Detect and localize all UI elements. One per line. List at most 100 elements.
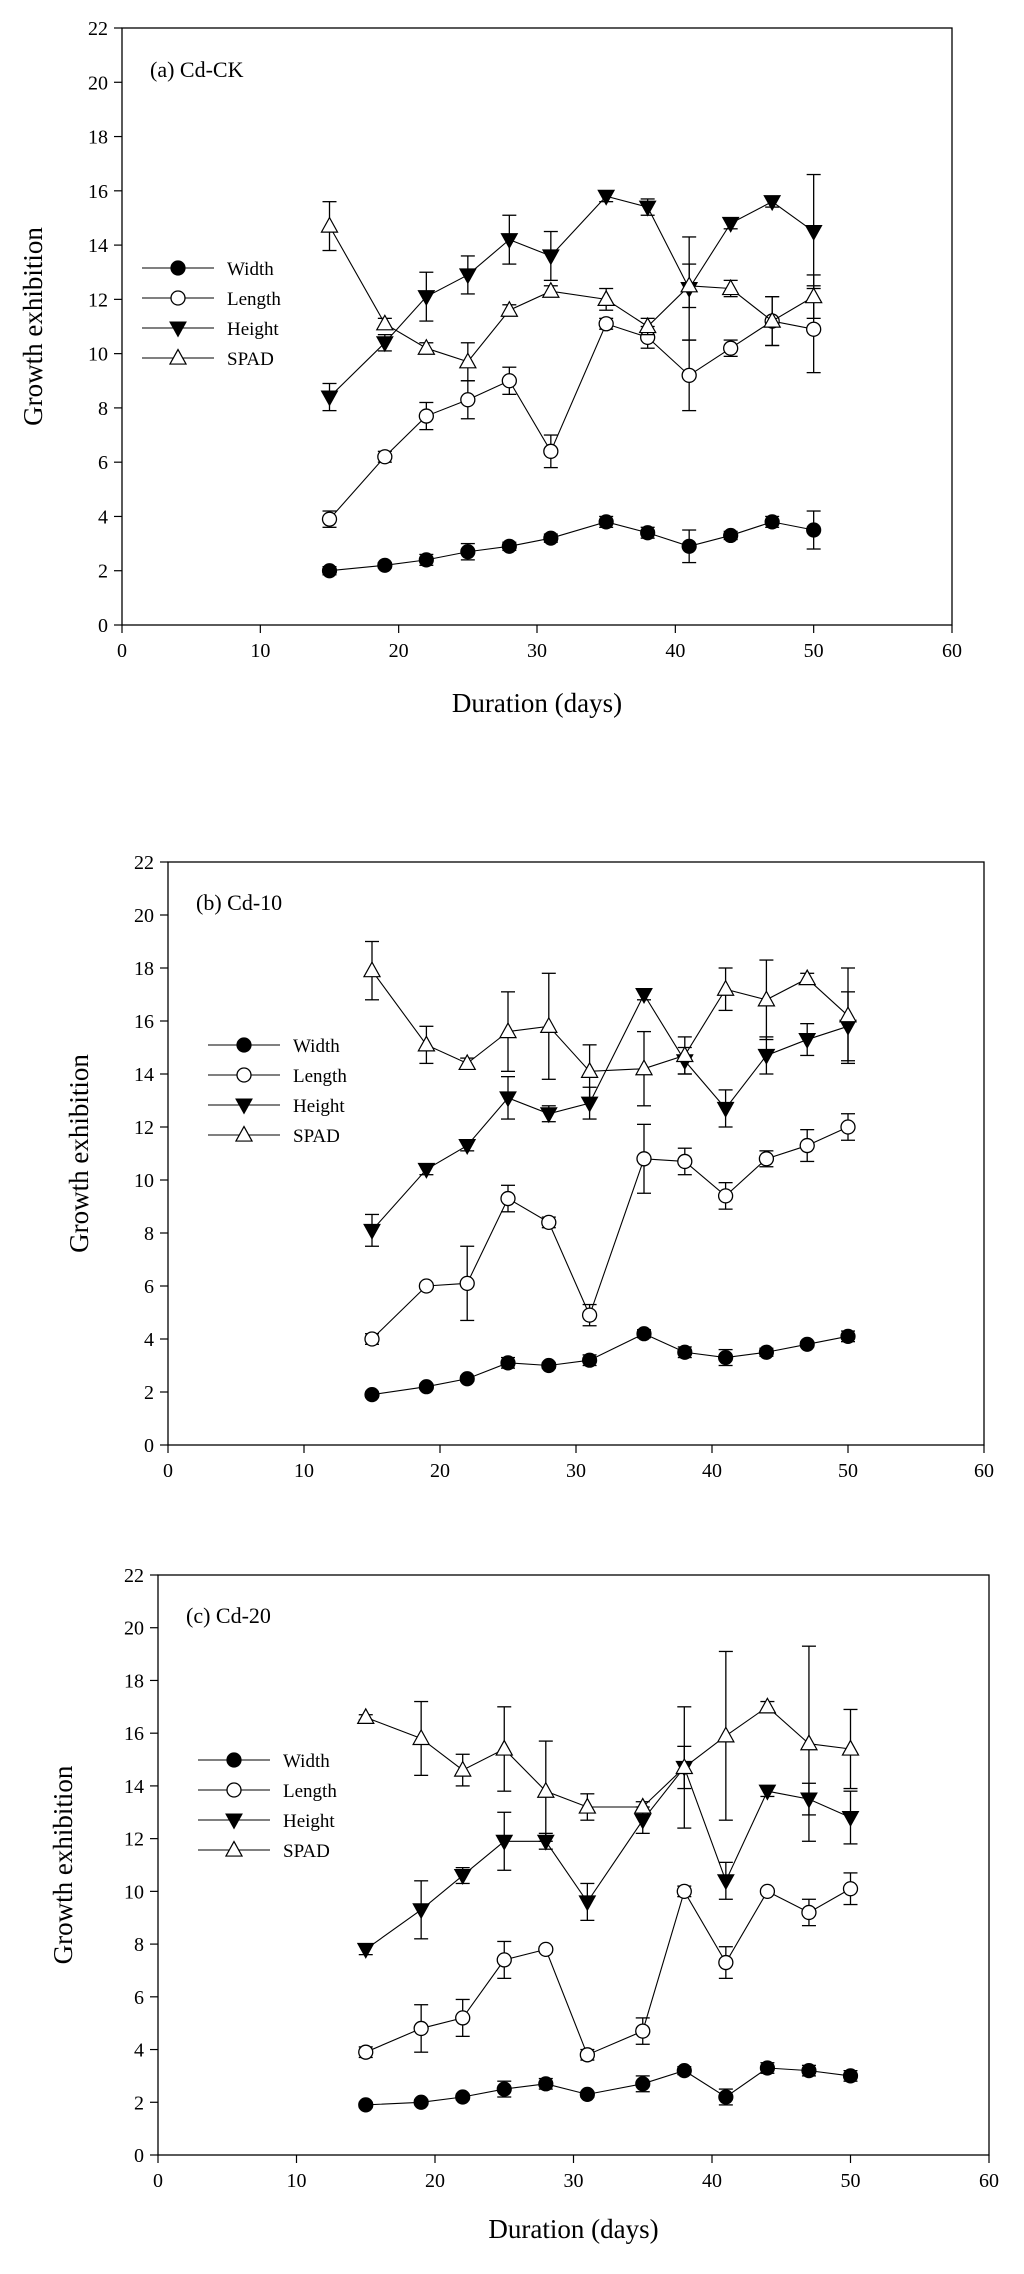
data-point-width [801, 2063, 817, 2079]
data-point-width [640, 525, 656, 541]
data-point-spad [498, 1021, 518, 1039]
data-point-height [363, 1223, 381, 1240]
data-point-height [375, 336, 394, 353]
y-tick-label: 18 [134, 958, 154, 980]
data-point-length [718, 1954, 734, 1971]
y-tick-label: 10 [88, 344, 108, 366]
data-point-spad [320, 216, 339, 233]
legend-label: SPAD [283, 1841, 330, 1862]
data-point-width [501, 538, 517, 554]
data-point-width [840, 1328, 856, 1344]
data-point-width [541, 1357, 557, 1374]
data-point-width [723, 527, 739, 544]
data-point-height [539, 1107, 558, 1124]
legend-marker [168, 348, 188, 365]
data-point-spad [362, 960, 382, 978]
y-axis-title: Growth exhibition [18, 227, 48, 426]
data-point-width [718, 2089, 734, 2105]
data-point-length [455, 2010, 471, 2026]
data-point-length [598, 316, 614, 332]
data-point-height [495, 1834, 514, 1851]
data-point-height [541, 249, 560, 266]
data-point-spad [541, 281, 560, 298]
y-tick-label: 6 [98, 452, 108, 474]
y-tick-label: 0 [98, 615, 108, 637]
data-point-height [458, 268, 477, 285]
data-point-width [758, 1344, 775, 1360]
x-tick-label: 50 [804, 640, 824, 662]
legend-marker [226, 1752, 242, 1768]
series-height [356, 1745, 860, 1959]
data-point-height [721, 216, 740, 233]
panel-a: 0 10 20 30 40 50 60 0 2 4 6 8 10 12 14 16 18 20 22 (a) Cd-C… [18, 18, 962, 718]
plot-frame [167, 861, 985, 1446]
data-point-height [841, 1811, 860, 1828]
data-point-spad [458, 352, 477, 369]
data-point-spad [638, 316, 657, 334]
y-tick-label: 16 [124, 1723, 144, 1745]
x-tick-label: 0 [117, 640, 127, 662]
data-point-spad [539, 1016, 558, 1033]
data-point-length [581, 1307, 598, 1323]
data-point-width [413, 2094, 429, 2110]
data-point-spad [578, 1797, 597, 1814]
legend-marker [236, 1037, 252, 1053]
data-point-width [842, 2068, 859, 2084]
data-point-width [764, 514, 780, 530]
panel-b: 0 10 20 30 40 50 60 0 2 4 6 8 10 12 14 16 18 20 22 (b) Cd-1… [64, 852, 994, 1482]
data-point-width [418, 552, 434, 568]
data-point-length [842, 1881, 859, 1897]
data-point-width [459, 1371, 475, 1387]
data-point-length [413, 2020, 429, 2037]
y-tick-label: 12 [124, 1829, 144, 1851]
x-tick-label: 50 [838, 1460, 858, 1482]
y-tick-label: 4 [98, 506, 108, 528]
data-point-height [458, 1139, 477, 1156]
x-tick-label: 30 [527, 640, 547, 662]
data-point-height [417, 1162, 436, 1179]
data-point-height [635, 987, 653, 1004]
data-point-spad [634, 1059, 654, 1076]
y-tick-label: 22 [88, 18, 108, 40]
legend-label: Width [283, 1751, 330, 1772]
x-tick-label: 40 [665, 640, 685, 662]
data-point-length [377, 449, 393, 465]
x-tick-label: 20 [389, 640, 409, 662]
y-tick-label: 20 [88, 72, 108, 94]
data-point-spad [721, 278, 740, 296]
x-tick-label: 60 [974, 1460, 994, 1482]
data-point-spad [597, 289, 616, 307]
data-point-length [758, 1151, 775, 1167]
legend-label: Height [283, 1811, 335, 1832]
y-tick-label: 2 [144, 1382, 154, 1404]
legend-marker [169, 321, 187, 338]
data-point-height [638, 200, 657, 217]
data-point-spad [495, 1739, 514, 1756]
legend-marker [234, 1125, 254, 1142]
y-tick-label: 10 [124, 1881, 144, 1903]
data-point-spad [799, 1734, 819, 1751]
series-height [363, 987, 857, 1247]
data-point-length [799, 1137, 815, 1154]
series-spad [356, 1645, 860, 1842]
data-point-length [840, 1119, 856, 1135]
data-point-spad [458, 1053, 477, 1071]
data-point-height [716, 1874, 735, 1891]
data-point-height [453, 1869, 472, 1886]
data-point-width [543, 530, 559, 546]
data-point-length [501, 373, 517, 389]
y-tick-label: 6 [144, 1276, 154, 1298]
data-point-length [500, 1190, 516, 1207]
y-tick-label: 8 [144, 1223, 154, 1245]
data-point-length [364, 1331, 380, 1347]
data-point-spad [412, 1728, 431, 1746]
series-line-spad [371, 970, 849, 1072]
data-point-width [579, 2086, 595, 2102]
data-point-width [538, 2076, 554, 2092]
series-length [358, 1872, 859, 2063]
x-tick-label: 40 [702, 1460, 722, 1482]
data-point-height [804, 224, 823, 242]
y-tick-label: 10 [134, 1170, 154, 1192]
legend-marker [225, 1813, 243, 1830]
data-point-length [496, 1952, 512, 1968]
